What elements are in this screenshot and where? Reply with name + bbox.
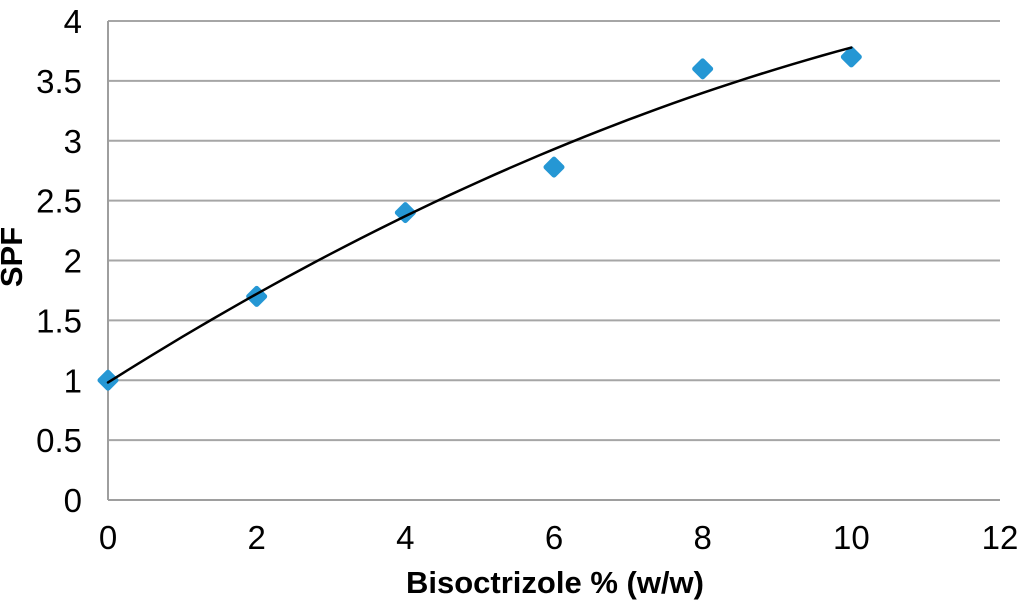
y-tick-label: 4 <box>64 3 82 40</box>
x-tick-label: 8 <box>693 519 711 556</box>
y-tick-label: 0 <box>64 482 82 519</box>
data-point[interactable] <box>97 369 119 391</box>
x-axis-title: Bisoctrizole % (w/w) <box>406 565 704 600</box>
y-tick-label: 2 <box>64 243 82 280</box>
y-tick-label: 3 <box>64 123 82 160</box>
y-tick-label: 1.5 <box>36 302 82 339</box>
x-tick-label: 2 <box>247 519 265 556</box>
data-point[interactable] <box>692 58 714 80</box>
x-tick-label: 10 <box>833 519 870 556</box>
y-tick-label: 0.5 <box>36 422 82 459</box>
y-tick-label: 1 <box>64 362 82 399</box>
data-point[interactable] <box>543 156 565 178</box>
x-tick-label: 6 <box>545 519 563 556</box>
data-point[interactable] <box>840 46 862 68</box>
x-tick-label: 0 <box>99 519 117 556</box>
data-point[interactable] <box>246 285 268 307</box>
trendline <box>106 46 853 384</box>
y-axis-title: SPF <box>0 227 29 287</box>
x-tick-label: 4 <box>396 519 414 556</box>
x-tick-label: 12 <box>982 519 1019 556</box>
y-tick-label: 3.5 <box>36 63 82 100</box>
chart-plot-area: 0 0.5 1 1.5 2 2.5 3 3.5 4 0 2 4 6 8 10 12 <box>36 3 1018 556</box>
y-tick-label: 2.5 <box>36 183 82 220</box>
data-point[interactable] <box>394 202 416 224</box>
